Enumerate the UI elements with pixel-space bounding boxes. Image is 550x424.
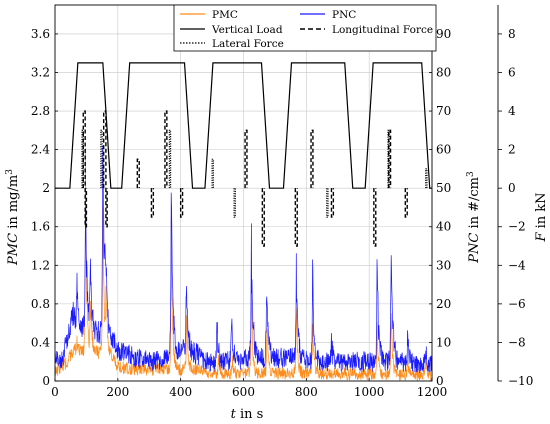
- x-axis-title: t in s: [231, 407, 264, 422]
- longitudinal-force-pulse: [179, 188, 184, 218]
- lateral-force-pulse: [233, 188, 236, 218]
- lateral-force-pulse: [81, 129, 84, 189]
- x-tick-label: 800: [295, 385, 318, 399]
- pmc-tick-label: 1.6: [31, 220, 50, 234]
- pnc-line: [54, 145, 433, 374]
- tick-labels: 00.40.81.21.622.42.83.23.601020304050607…: [31, 27, 533, 399]
- x-tick-label: 200: [106, 385, 129, 399]
- pnc-tick-label: 20: [436, 297, 451, 311]
- lateral-force-pulse: [211, 158, 214, 189]
- force-series: [55, 62, 432, 247]
- pnc-tick-label: 80: [436, 65, 451, 79]
- pmc-tick-label: 2: [42, 181, 50, 195]
- pmc-tick-label: 1.2: [31, 258, 50, 272]
- longitudinal-force-pulse: [150, 188, 155, 218]
- legend: PMC PNC Vertical Load Longitudinal Force…: [173, 4, 437, 52]
- pmc-tick-label: 2.8: [31, 104, 50, 118]
- lateral-force-pulse: [100, 129, 103, 189]
- x-tick-label: 400: [169, 385, 192, 399]
- longitudinal-force-pulse: [294, 188, 298, 247]
- legend-longitudinal-label: Longitudinal Force: [332, 24, 433, 36]
- longitudinal-force-pulse: [102, 110, 107, 189]
- longitudinal-force-pulse: [330, 188, 335, 218]
- pmc-tick-label: 0.8: [31, 297, 50, 311]
- force-tick-label: 4: [508, 104, 516, 118]
- force-tick-label: 0: [508, 181, 516, 195]
- lateral-force-pulse: [326, 188, 329, 218]
- force-tick-label: −6: [508, 297, 526, 311]
- force-tick-label: 2: [508, 143, 516, 157]
- longitudinal-force-pulse: [84, 188, 88, 228]
- pnc-tick-label: 60: [436, 143, 451, 157]
- lateral-force-pulse: [168, 129, 172, 189]
- pmc-tick-label: 3.2: [31, 65, 50, 79]
- lateral-force-pulse: [387, 129, 390, 189]
- lateral-force-pulse: [425, 168, 428, 189]
- longitudinal-force-pulse: [404, 188, 408, 218]
- pnc-tick-label: 10: [436, 335, 451, 349]
- vertical-load-line: [55, 62, 432, 189]
- legend-lateral-label: Lateral Force: [212, 38, 284, 50]
- pmc-tick-label: 0: [42, 374, 50, 388]
- pmc-tick-label: 3.6: [31, 27, 50, 41]
- longitudinal-force-pulse: [82, 110, 86, 189]
- axes: [54, 4, 502, 382]
- force-tick-label: −10: [508, 374, 533, 388]
- legend-pnc-label: PNC: [332, 9, 356, 21]
- grid: [55, 5, 432, 381]
- pnc-series: [54, 145, 433, 374]
- pnc-tick-label: 50: [436, 181, 451, 195]
- pmc-tick-label: 2.4: [31, 143, 50, 157]
- force-tick-label: −8: [508, 335, 526, 349]
- force-tick-label: 8: [508, 27, 516, 41]
- force-tick-label: −4: [508, 258, 526, 272]
- legend-vertical-label: Vertical Load: [211, 24, 283, 36]
- pmc-series: [54, 148, 433, 382]
- pnc-tick-label: 0: [436, 374, 444, 388]
- force-tick-label: −2: [508, 220, 526, 234]
- longitudinal-force-pulse: [387, 129, 392, 189]
- pnc-tick-label: 70: [436, 104, 451, 118]
- legend-box: [173, 4, 437, 52]
- x-tick-label: 0: [51, 385, 59, 399]
- force-axis-title: F in kN: [534, 192, 549, 242]
- x-tick-label: 1000: [354, 385, 385, 399]
- longitudinal-force-pulse: [261, 188, 265, 247]
- pmc-tick-label: 0.4: [31, 335, 50, 349]
- pnc-tick-label: 30: [436, 258, 451, 272]
- legend-pmc-label: PMC: [212, 9, 238, 21]
- x-tick-label: 1200: [417, 385, 448, 399]
- longitudinal-force-pulse: [310, 129, 314, 189]
- pnc-axis-title: PNC in #/cm3: [466, 171, 482, 264]
- longitudinal-force-pulse: [136, 158, 140, 189]
- longitudinal-force-pulse: [105, 188, 108, 228]
- longitudinal-force-pulse: [244, 129, 248, 189]
- pmc-line: [54, 148, 433, 382]
- pnc-tick-label: 90: [436, 27, 451, 41]
- longitudinal-force-pulse: [373, 188, 377, 247]
- pnc-tick-label: 40: [436, 220, 451, 234]
- force-tick-label: 6: [508, 65, 516, 79]
- pmc-axis-title: PMC in mg/m3: [5, 169, 21, 266]
- x-tick-label: 600: [232, 385, 255, 399]
- longitudinal-force-pulse: [164, 110, 168, 189]
